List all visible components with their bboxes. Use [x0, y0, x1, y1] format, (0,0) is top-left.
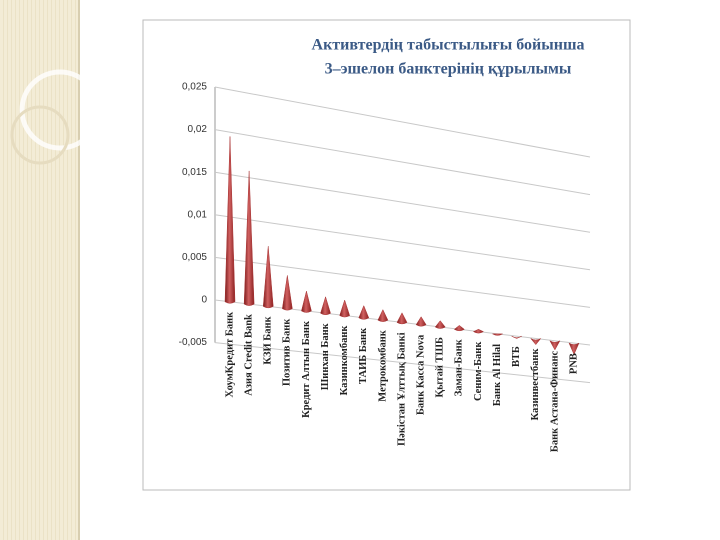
grid-line: [214, 256, 591, 308]
x-tick-label: КЗИ Банк: [263, 315, 274, 364]
cone: [415, 316, 427, 327]
grid-line: [214, 129, 591, 196]
x-tick-label: Казинкомбанк: [339, 325, 350, 396]
x-tick-label: ХоумКредит Банк: [224, 311, 235, 398]
decor-circle: [10, 105, 70, 165]
x-tick-label: ТАИБ Банк: [358, 327, 369, 384]
x-tick-label: Заман-Банк: [454, 338, 465, 396]
chart-frame: [142, 19, 631, 491]
x-tick-label: Шинхан Банк: [320, 322, 331, 390]
cone: [358, 305, 370, 320]
x-tick-label: PNB: [568, 353, 579, 374]
cone: [339, 299, 350, 318]
grid-line: [214, 86, 591, 158]
x-tick-label: Казинвестбанк: [530, 348, 541, 421]
cone: [568, 342, 580, 356]
y-tick-label: 0,01: [188, 209, 208, 220]
cone: [282, 275, 293, 311]
cone: [549, 340, 561, 351]
x-tick-label: Банк Al Hilal: [492, 344, 503, 406]
x-tick-label: Банк Астана-Финанс: [549, 350, 560, 452]
x-tick-label: Банк Касса Nova: [416, 334, 427, 415]
chart-title: Активтердің табыстылығы бойынша: [312, 37, 585, 54]
y-tick-label: 0,015: [182, 167, 207, 178]
x-tick-label: Метрокомбанк: [377, 329, 388, 401]
cone: [224, 136, 236, 304]
grid-line: [214, 342, 591, 384]
grid-line: [214, 171, 591, 233]
x-tick-label: Қытай ТШБ: [435, 337, 446, 398]
cone: [320, 295, 331, 316]
y-tick-label: 0: [201, 295, 207, 306]
x-tick-label: Кредит Алтын Банк: [301, 320, 312, 418]
cone: [434, 320, 446, 329]
x-tick-label: Азия Credit Bank: [244, 314, 255, 396]
x-tick-label: Пәкістан Ұлттық Банкі: [396, 332, 407, 446]
y-tick-label: -0,005: [179, 337, 208, 348]
chart-title: 3–эшелон банктерінің құрылымы: [325, 61, 572, 78]
x-tick-label: Позитив Банк: [282, 318, 293, 386]
decor-strip: [0, 0, 80, 540]
cone: [396, 312, 408, 325]
y-tick-label: 0,005: [182, 252, 207, 263]
grid-line: [214, 214, 591, 271]
cone: [243, 170, 255, 306]
cone: [491, 333, 504, 336]
cone: [472, 328, 484, 334]
cone: [377, 309, 389, 322]
cone: [511, 335, 522, 339]
x-tick-label: ВТБ: [511, 346, 522, 367]
y-tick-label: 0,025: [182, 82, 207, 93]
cone: [301, 291, 312, 313]
cone: [530, 338, 541, 346]
y-tick-label: 0,02: [188, 124, 208, 135]
cone: [453, 325, 465, 332]
cone: [262, 246, 274, 309]
x-tick-label: Сеним-Банк: [473, 341, 484, 401]
decor-circle: [19, 69, 101, 151]
